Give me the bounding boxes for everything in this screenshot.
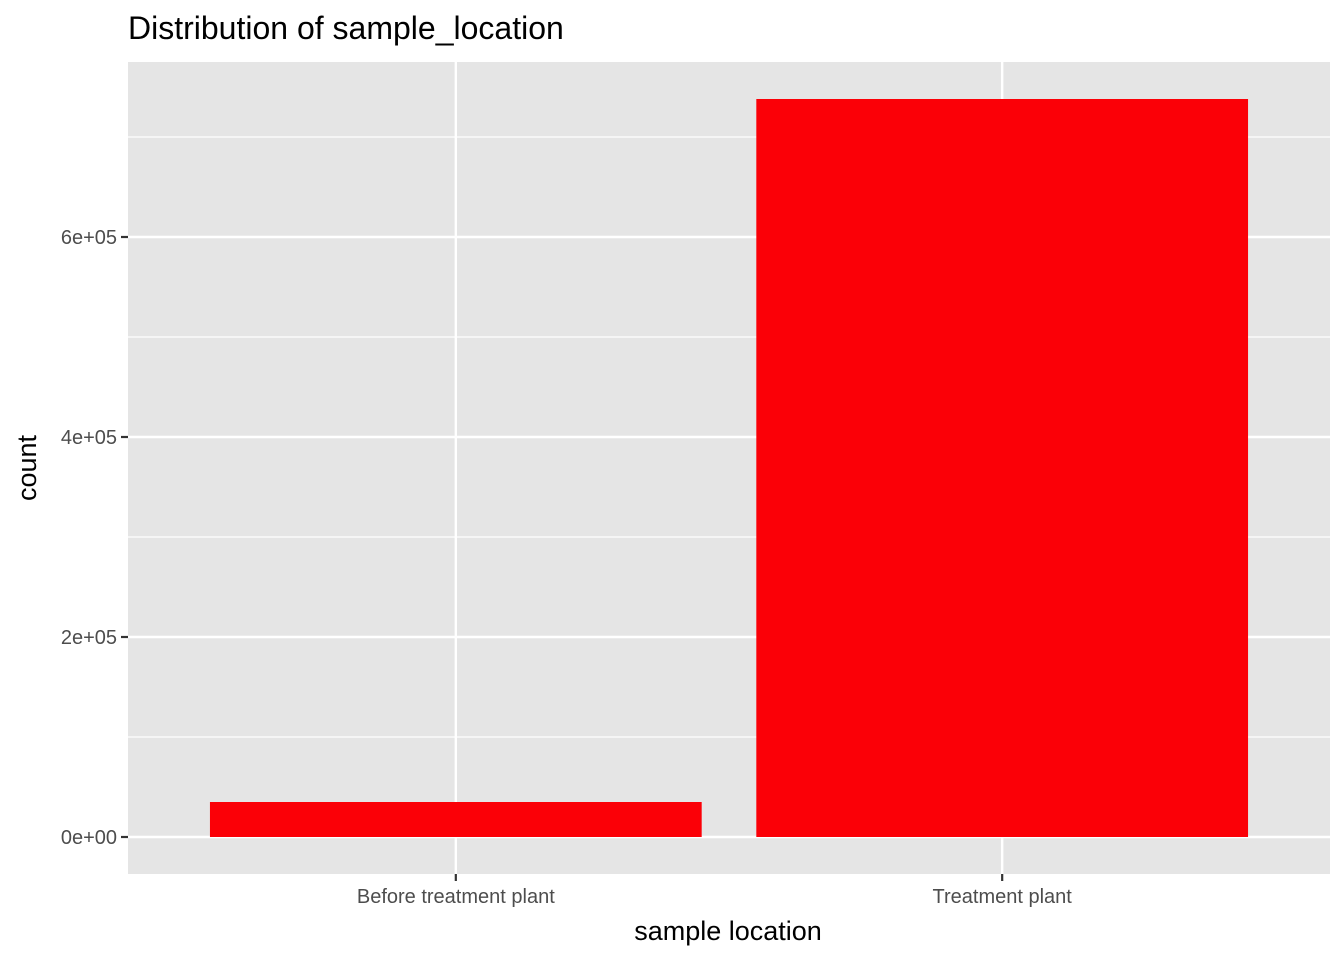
y-axis: 0e+00 2e+05 4e+05 6e+05 — [61, 227, 128, 849]
x-tick-label: Before treatment plant — [357, 886, 555, 908]
y-tick-label: 6e+05 — [61, 227, 117, 249]
y-tick-label: 0e+00 — [61, 827, 117, 849]
bars — [209, 99, 1249, 837]
bar — [209, 802, 702, 837]
x-axis-title: sample location — [634, 916, 822, 946]
chart-title: Distribution of sample_location — [128, 10, 564, 46]
y-axis-title: count — [12, 434, 42, 501]
x-tick-label: Treatment plant — [933, 886, 1073, 908]
y-tick-label: 2e+05 — [61, 627, 117, 649]
y-tick-label: 4e+05 — [61, 427, 117, 449]
bar — [756, 99, 1249, 837]
x-axis: Before treatment plant Treatment plant — [357, 874, 1072, 908]
